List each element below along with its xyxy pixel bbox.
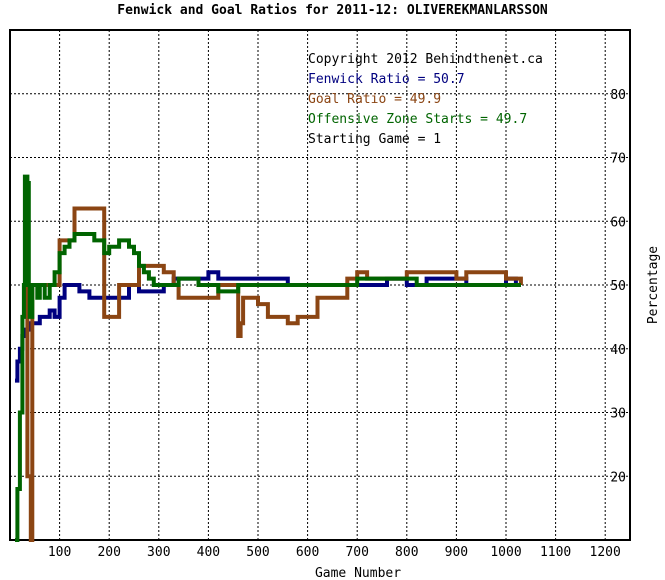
chart-title: Fenwick and Goal Ratios for 2011-12: OLI… xyxy=(117,3,548,18)
y-tick-label: 70 xyxy=(610,152,626,167)
y-tick-label: 30 xyxy=(610,407,626,422)
x-tick-label: 1100 xyxy=(540,545,571,560)
y-axis-label: Percentage xyxy=(646,246,661,324)
x-tick-label: 1000 xyxy=(490,545,521,560)
y-tick-label: 60 xyxy=(610,215,626,230)
y-tick-label: 20 xyxy=(610,470,626,485)
y-tick-label: 40 xyxy=(610,343,626,358)
annotation-line-3: Goal Ratio = 49.9 xyxy=(308,92,441,107)
x-axis-label: Game Number xyxy=(315,566,401,580)
x-tick-label: 200 xyxy=(97,545,120,560)
chart-grid xyxy=(10,30,630,540)
x-tick-label: 400 xyxy=(197,545,220,560)
x-tick-label: 500 xyxy=(246,545,269,560)
y-axis-ticks: 20 30 40 50 60 70 80 xyxy=(610,88,626,486)
x-tick-label: 600 xyxy=(296,545,319,560)
x-tick-label: 700 xyxy=(345,545,368,560)
y-tick-label: 50 xyxy=(610,279,626,294)
x-tick-label: 800 xyxy=(395,545,418,560)
annotation-line-5: Starting Game = 1 xyxy=(308,132,441,147)
annotation-line-4: Offensive Zone Starts = 49.7 xyxy=(308,112,527,127)
x-tick-label: 1200 xyxy=(590,545,621,560)
series-line-3 xyxy=(15,174,521,542)
chart-annotations: Copyright 2012 Behindthenet.ca Fenwick Ra… xyxy=(308,52,543,147)
x-tick-label: 300 xyxy=(147,545,170,560)
annotation-line-2: Fenwick Ratio = 50.7 xyxy=(308,72,465,87)
chart-series xyxy=(15,174,523,542)
y-tick-label: 80 xyxy=(610,88,626,103)
x-tick-label: 100 xyxy=(48,545,71,560)
x-axis-ticks: 100 200 300 400 500 600 700 800 900 1000 1100 1200 xyxy=(48,545,621,560)
annotation-line-1: Copyright 2012 Behindthenet.ca xyxy=(308,52,543,67)
x-tick-label: 900 xyxy=(445,545,468,560)
